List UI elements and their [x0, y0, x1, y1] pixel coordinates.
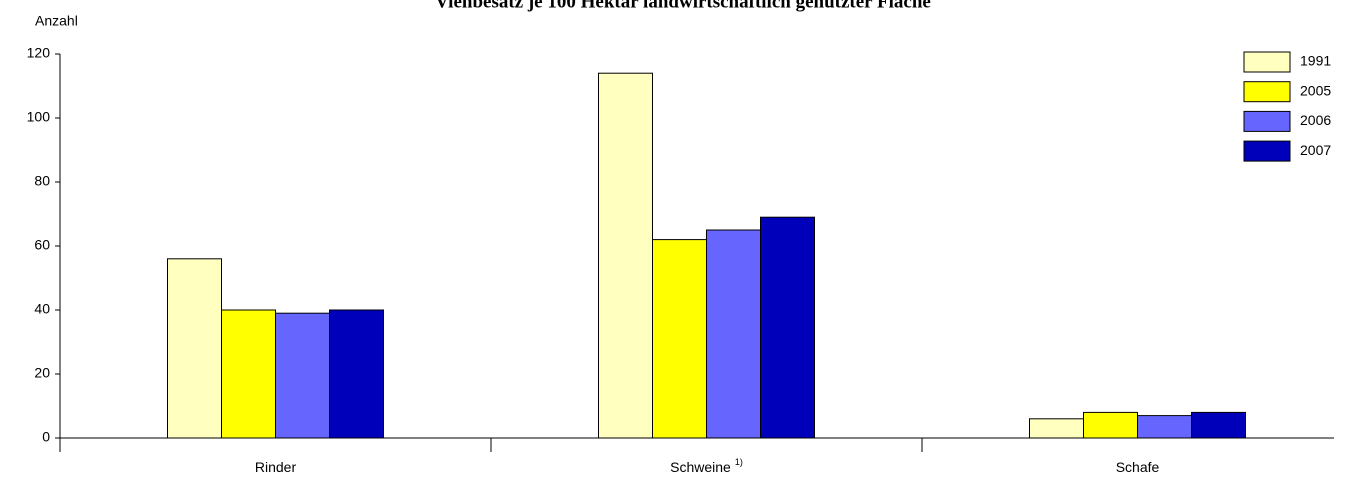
legend-label: 2006 — [1300, 112, 1331, 128]
y-tick-label: 100 — [27, 109, 51, 125]
bar — [598, 72, 653, 439]
x-tick-label: Rinder — [255, 459, 297, 475]
category-name: Schweine — [670, 459, 731, 475]
x-tick-label: Schweine 1) — [670, 457, 743, 474]
bar — [706, 229, 761, 439]
y-tick-label: 0 — [42, 429, 50, 445]
bar — [1137, 415, 1192, 439]
y-tick-label: 80 — [34, 173, 50, 189]
y-tick-label: 20 — [34, 365, 50, 381]
legend-swatch — [1243, 81, 1291, 103]
legend-label: 2005 — [1300, 82, 1331, 98]
bar — [760, 216, 815, 439]
category-name: Rinder — [255, 459, 297, 475]
bar — [1191, 411, 1246, 439]
y-axis-label: Anzahl — [35, 13, 78, 29]
bar — [275, 312, 330, 439]
y-tick-label: 60 — [34, 237, 50, 253]
legend-label: 2007 — [1300, 142, 1331, 158]
bar — [1029, 418, 1084, 439]
bar — [1083, 411, 1138, 439]
chart-title: Viehbesatz je 100 Hektar landwirtschaftl… — [435, 0, 931, 12]
legend-label: 1991 — [1300, 53, 1331, 69]
legend-swatch — [1243, 51, 1291, 73]
category-note: 1) — [735, 457, 743, 467]
y-tick-label: 120 — [27, 45, 51, 61]
legend-swatch — [1243, 110, 1291, 132]
bar — [167, 258, 222, 439]
category-name: Schafe — [1116, 459, 1160, 475]
bar — [329, 309, 384, 439]
legend-swatch — [1243, 140, 1291, 162]
y-tick-label: 40 — [34, 301, 50, 317]
bar — [221, 309, 276, 439]
x-tick-label: Schafe — [1116, 459, 1160, 475]
bar — [652, 239, 707, 439]
